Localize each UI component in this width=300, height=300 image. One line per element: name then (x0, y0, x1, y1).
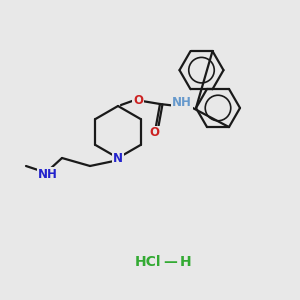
Text: HCl: HCl (135, 255, 161, 269)
Text: N: N (113, 152, 123, 166)
Text: NH: NH (38, 167, 58, 181)
Text: NH: NH (172, 97, 192, 110)
Text: H: H (180, 255, 192, 269)
Text: —: — (163, 255, 177, 269)
Text: O: O (149, 127, 159, 140)
Text: O: O (133, 94, 143, 106)
